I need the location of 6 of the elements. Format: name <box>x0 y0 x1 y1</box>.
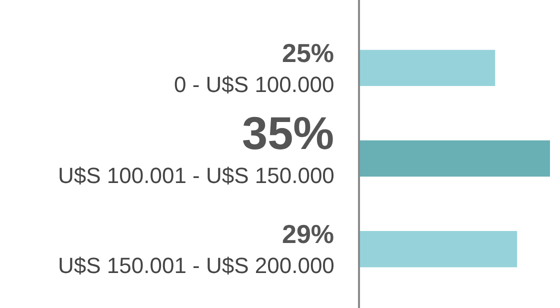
y-tick-label: 0 - U$S 100.000 <box>174 72 334 97</box>
data-label: 25% <box>282 38 334 68</box>
y-tick-label: U$S 100.001 - U$S 150.000 <box>58 163 334 188</box>
data-label: 35% <box>242 107 334 159</box>
y-tick-label: U$S 150.001 - U$S 200.000 <box>58 253 334 278</box>
data-label: 29% <box>282 219 334 249</box>
